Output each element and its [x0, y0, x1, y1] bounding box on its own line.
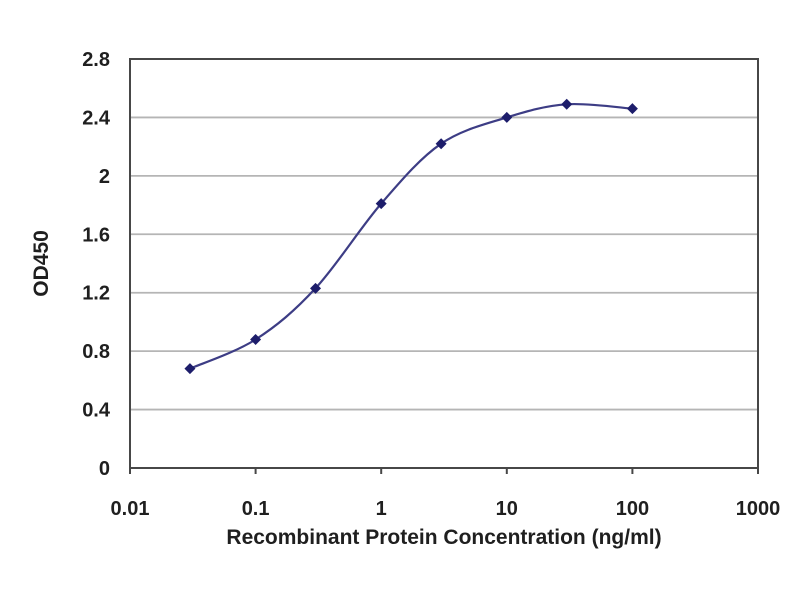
x-axis-title: Recombinant Protein Concentration (ng/ml…: [226, 526, 661, 549]
gridlines: [130, 116, 758, 411]
x-tick-label: 1000: [736, 498, 781, 520]
x-tick-label: 100: [616, 498, 649, 520]
x-tick-label: 0.1: [242, 498, 270, 520]
y-tick-label: 2: [99, 166, 110, 188]
data-point-marker: [626, 103, 638, 115]
plot-border: [129, 58, 759, 469]
x-tick-label: 10: [496, 498, 518, 520]
y-tick-label: 0.8: [82, 341, 110, 363]
data-point-marker: [561, 98, 573, 110]
series-line: [189, 102, 633, 370]
y-tick-label: 2.8: [82, 49, 110, 71]
data-point-marker: [375, 198, 387, 210]
x-tick-label: 1: [376, 498, 387, 520]
y-tick-label: 0: [99, 458, 110, 480]
y-tick-label: 2.4: [82, 107, 111, 129]
data-point-marker: [310, 282, 322, 294]
x-tick-label: 0.01: [111, 498, 150, 520]
data-point-marker: [435, 138, 447, 150]
data-series: [184, 98, 638, 375]
y-tick-label: 0.4: [82, 400, 111, 422]
tick-labels: 0 0.4 0.8 1.2 1.6 2 2.4 2.8 0.01 0.1 1 10 100 1000: [82, 49, 780, 520]
data-point-marker: [250, 333, 262, 345]
data-point-marker: [501, 111, 513, 123]
data-point-marker: [184, 363, 196, 375]
y-tick-label: 1.2: [82, 283, 110, 305]
y-axis-title: OD450: [30, 230, 53, 297]
y-tick-label: 1.6: [82, 224, 110, 246]
